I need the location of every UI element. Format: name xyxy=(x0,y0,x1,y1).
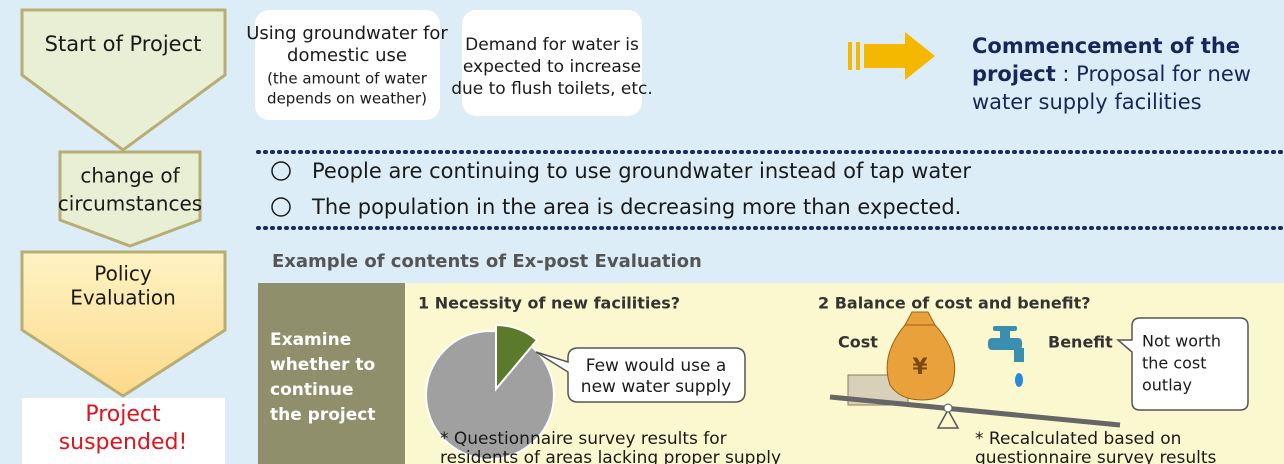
callout-text: outlay xyxy=(1142,376,1192,395)
footnote: * Recalculated based on xyxy=(975,429,1181,449)
item-title: 2 Balance of cost and benefit? xyxy=(818,294,1091,313)
footnote: questionnaire survey results xyxy=(975,448,1217,464)
side-text: whether to xyxy=(270,355,375,375)
info-text: Demand for water is xyxy=(465,35,639,55)
info-note: (the amount of water xyxy=(267,70,428,88)
outcome-text: suspended! xyxy=(59,430,188,455)
info-text: Using groundwater for xyxy=(246,23,448,44)
circumstance-text: People are continuing to use groundwater… xyxy=(312,159,971,183)
info-text: expected to increase xyxy=(463,57,641,77)
commencement-rest: : Proposal for new xyxy=(1056,62,1251,86)
side-text: continue xyxy=(270,380,354,400)
callout-text: new water supply xyxy=(581,377,731,397)
side-text: the project xyxy=(270,405,375,425)
benefit-label: Benefit xyxy=(1048,333,1113,352)
commencement-text: project : Proposal for new xyxy=(972,62,1251,86)
callout-text: Not worth xyxy=(1142,332,1221,351)
pivot xyxy=(944,404,952,412)
evaluation-heading: Example of contents of Ex-post Evaluatio… xyxy=(272,251,702,272)
item-title: 1 Necessity of new facilities? xyxy=(418,294,680,313)
info-text: domestic use xyxy=(287,45,407,66)
stage-label: Policy xyxy=(94,262,152,286)
diagram: Start of Project change of circumstances… xyxy=(0,0,1284,464)
commencement-text: water supply facilities xyxy=(972,90,1202,114)
outcome-text: Project xyxy=(85,402,161,427)
cost-label: Cost xyxy=(838,333,878,352)
stage-label: Start of Project xyxy=(45,32,202,56)
stage-label: change of xyxy=(80,164,180,188)
stage-label: Evaluation xyxy=(70,286,176,310)
stage-label: circumstances xyxy=(58,192,202,216)
info-text: due to flush toilets, etc. xyxy=(451,79,653,99)
info-note: depends on weather) xyxy=(267,90,427,108)
yen-symbol: ¥ xyxy=(912,355,928,380)
commencement-bold: project xyxy=(972,62,1056,86)
side-text: Examine xyxy=(270,330,351,350)
circumstance-text: The population in the area is decreasing… xyxy=(311,195,961,219)
commencement-text: Commencement of the xyxy=(972,34,1240,58)
callout-text: Few would use a xyxy=(586,356,727,376)
callout-text: the cost xyxy=(1142,354,1207,373)
footnote: * Questionnaire survey results for xyxy=(440,429,727,449)
footnote: residents of areas lacking proper supply xyxy=(440,448,781,464)
